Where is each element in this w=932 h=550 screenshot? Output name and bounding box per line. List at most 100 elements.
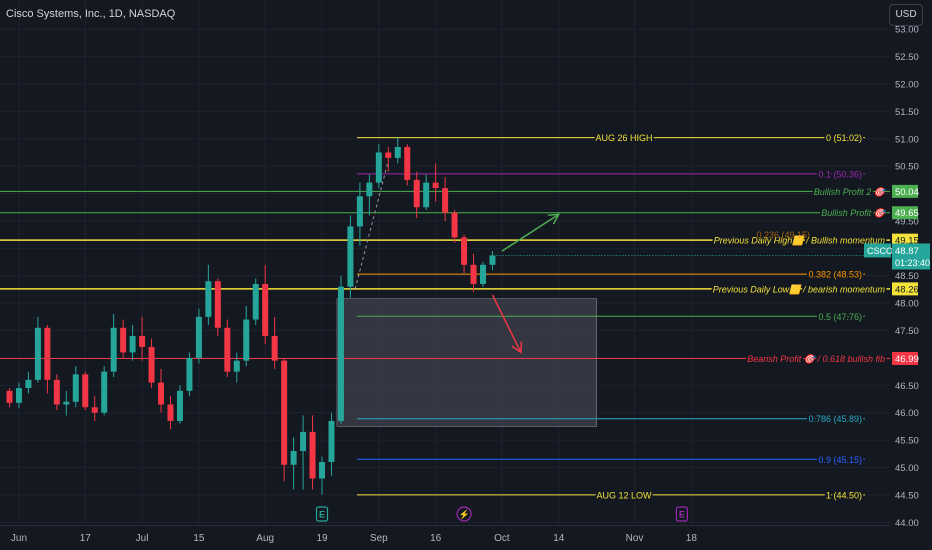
candle-body (423, 182, 430, 208)
price-tick-label: 50.50 (895, 162, 919, 173)
candle (262, 264, 269, 345)
candle (290, 437, 297, 490)
candle-body (176, 390, 183, 421)
fib-line-label: AUG 12 LOW (596, 490, 652, 500)
time-tick-label: 15 (193, 533, 205, 544)
candle (53, 374, 60, 410)
price-tag-49.65: 49.65 (892, 206, 919, 220)
candle (25, 371, 32, 394)
candle-body (290, 451, 297, 465)
candle-body (129, 336, 136, 353)
time-tick-label: 17 (80, 533, 92, 544)
candle-body (214, 281, 221, 328)
symbol-tag-box (864, 243, 891, 258)
candle-body (328, 420, 335, 463)
candle-body (489, 255, 496, 265)
candle (281, 357, 288, 482)
fib-level-value: 0 (51.02) (826, 133, 862, 143)
candle (385, 146, 392, 172)
price-tag-box (892, 206, 918, 220)
candle-body (63, 401, 70, 405)
candle-body (366, 182, 373, 197)
fib-level-value: 0.9 (45.15) (818, 455, 862, 465)
fib-level-value: 1 (44.50) (826, 490, 862, 500)
candle-body (224, 327, 231, 372)
price-tag-text: 46.99 (895, 354, 919, 365)
price-tag-box (892, 243, 930, 270)
candle (129, 325, 136, 361)
candle-body (101, 371, 108, 413)
candle-body (375, 152, 382, 183)
candle-body (347, 226, 354, 287)
price-tag-text: 49.15 (895, 236, 919, 247)
time-tick-label: Jul (136, 533, 149, 544)
candle-body (167, 404, 174, 421)
candle (214, 278, 221, 337)
candle (347, 215, 354, 298)
time-tick-label: 16 (430, 533, 442, 544)
time-tick-label: 14 (553, 533, 565, 544)
price-tag-box (892, 233, 918, 247)
price-countdown: 01:23:40 (895, 258, 930, 268)
candle-body (44, 327, 51, 380)
candles (6, 137, 496, 495)
candle-body (252, 283, 259, 320)
dividend-icon (456, 506, 472, 522)
earnings-icon (675, 506, 688, 522)
event-marker: E (675, 506, 688, 522)
price-tick-label: 46.00 (895, 408, 919, 419)
price-tick-label: 45.00 (895, 463, 919, 474)
candle (233, 352, 240, 383)
candle-body (15, 388, 22, 403)
price-axis-background (890, 0, 932, 550)
candle-body (243, 319, 250, 361)
candle (366, 174, 373, 216)
candle-body (205, 281, 212, 317)
candle (139, 316, 146, 361)
price-tick-label: 52.50 (895, 52, 919, 63)
price-tick-label: 51.50 (895, 107, 919, 118)
price-tag-value: 48.87 (895, 246, 919, 257)
event-marker-glyph: E (679, 510, 685, 520)
candle-body (451, 212, 458, 238)
price-tag-46.99: 46.99 (892, 351, 919, 365)
price-tag-box (892, 351, 918, 365)
currency-button[interactable]: USD (889, 4, 923, 26)
candle-body (404, 146, 411, 180)
candle-body (480, 264, 486, 284)
candle (110, 314, 117, 378)
candle (63, 390, 70, 416)
candle (432, 163, 439, 202)
event-marker-glyph: ⚡ (458, 509, 469, 521)
candle (356, 182, 363, 246)
candle-body (25, 379, 32, 389)
candle (375, 144, 382, 189)
candle-body (385, 152, 392, 158)
candle-body (233, 360, 240, 372)
event-marker: ⚡ (456, 506, 472, 522)
candle-body (72, 374, 79, 402)
candle (82, 371, 89, 410)
candle-body (110, 327, 117, 372)
candle-body (432, 182, 439, 189)
candle (300, 415, 307, 490)
level-label: Bullish Profit 🎯 (821, 208, 887, 218)
candle-body (6, 390, 13, 403)
time-tick-label: Nov (626, 533, 644, 544)
candle (44, 325, 51, 394)
candle-body (337, 286, 344, 421)
candle (72, 366, 79, 408)
time-tick-label: 19 (316, 533, 328, 544)
price-tag-box (892, 184, 918, 198)
event-marker-glyph: E (319, 510, 325, 520)
time-tick-label: Sep (370, 533, 388, 544)
candle-body (470, 264, 477, 284)
price-tag-49.15: 49.15 (892, 233, 919, 247)
price-tick-label: 45.50 (895, 436, 919, 447)
candle (243, 305, 250, 367)
target-zone-rectangle (336, 298, 597, 427)
candle (91, 396, 98, 421)
candle-body (34, 327, 41, 380)
